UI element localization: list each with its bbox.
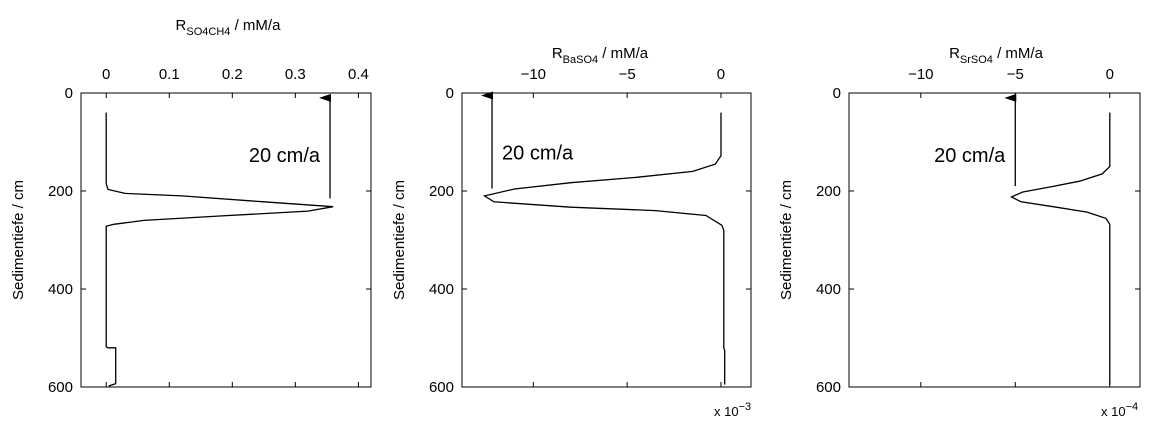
scale-multiplier-base: x 10 [714,404,739,419]
y-tick-label: 200 [48,183,73,200]
x-axis-title-main: R [176,17,187,34]
x-axis-title-unit: / mM/a [993,45,1044,62]
x-tick-label: 0 [1106,66,1114,83]
panel-1: 0 0.1 0.2 0.3 0.4 0 200 400 600 RSO4CH4 / mM/a Sed… [10,17,372,396]
y-tick-label: 600 [429,379,454,396]
scale-multiplier-base: x 10 [1101,404,1126,419]
x-axis-title-sub: SO4CH4 [186,26,230,38]
scale-multiplier-exponent: −3 [739,401,752,413]
x-tick-label: 0.4 [348,66,369,83]
scale-multiplier: x 10−4 [1101,401,1138,419]
profile-line [1009,112,1111,385]
x-axis-title: RSO4CH4 / mM/a [176,17,282,38]
y-tick-label: 200 [429,183,454,200]
x-axis-title-sub: BaSO4 [563,54,598,66]
y-tick-label: 600 [48,379,73,396]
plot-frame [461,92,752,388]
x-tick-label: 0 [717,66,725,83]
y-axis-title: Sedimentiefe / cm [10,180,27,300]
y-tick-label: 600 [816,379,841,396]
panel-2: −10 −5 0 0 200 400 600 RBaSO4 / mM/a Sedimentief… [391,45,752,419]
panel-3: −10 −5 0 0 200 400 600 RSrSO4 / mM/a Sedimentief… [778,45,1141,419]
x-tick-label: 0.2 [222,66,243,83]
profile-line [105,112,334,387]
y-axis-title: Sedimentiefe / cm [391,180,408,300]
x-axis-title-unit: / mM/a [598,45,649,62]
y-tick-label: 0 [446,85,454,102]
y-tick-label: 0 [65,85,73,102]
scale-multiplier: x 10−3 [714,401,751,419]
x-tick-label: −10 [521,66,546,83]
x-tick-label: 0.1 [159,66,180,83]
y-tick-label: 400 [429,281,454,298]
y-axis-title: Sedimentiefe / cm [778,180,795,300]
x-tick-label: −5 [1007,66,1024,83]
velocity-label: 20 cm/a [249,145,321,167]
x-tick-label: 0.3 [285,66,306,83]
y-tick-label: 0 [833,85,841,102]
plot-frame [80,92,372,388]
x-axis-title-sub: SrSO4 [960,54,993,66]
x-axis-title: RSrSO4 / mM/a [949,45,1044,66]
y-tick-label: 400 [48,281,73,298]
x-axis-title: RBaSO4 / mM/a [552,45,649,66]
x-axis-title-main: R [552,45,563,62]
y-tick-label: 200 [816,183,841,200]
x-tick-label: 0 [102,66,110,83]
x-axis-title-unit: / mM/a [230,17,281,34]
profile-line [482,112,726,385]
x-tick-label: −10 [908,66,933,83]
x-axis-title-main: R [949,45,960,62]
plot-frame [848,92,1141,388]
velocity-label: 20 cm/a [934,145,1006,167]
velocity-label: 20 cm/a [502,142,574,164]
y-tick-label: 400 [816,281,841,298]
scale-multiplier-exponent: −4 [1126,401,1139,413]
x-tick-label: −5 [619,66,636,83]
